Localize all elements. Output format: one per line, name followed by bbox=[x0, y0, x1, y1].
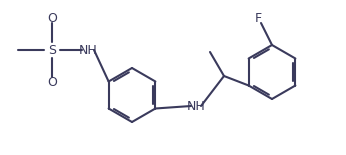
Text: NH: NH bbox=[186, 100, 206, 113]
Text: O: O bbox=[47, 75, 57, 89]
Text: F: F bbox=[254, 11, 262, 24]
Text: S: S bbox=[48, 44, 56, 57]
Text: O: O bbox=[47, 11, 57, 24]
Text: NH: NH bbox=[79, 44, 97, 57]
